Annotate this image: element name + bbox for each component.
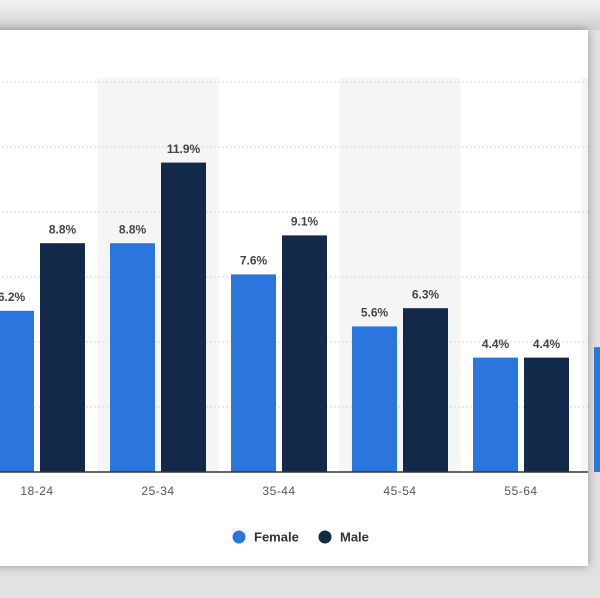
bar: [594, 347, 600, 472]
x-tick-label: 55-64: [504, 484, 537, 498]
value-label: 5.6%: [361, 306, 389, 320]
value-label: 11.9%: [167, 142, 201, 156]
bar: [403, 308, 448, 472]
value-label: 7.6%: [240, 254, 268, 268]
bar: [110, 243, 155, 472]
top-bar: [0, 0, 600, 30]
value-label: 6.3%: [412, 287, 440, 301]
bar: [473, 357, 518, 472]
value-label: 4.4%: [482, 337, 510, 351]
x-tick-label: 25-34: [141, 484, 174, 498]
bar: [524, 357, 569, 472]
legend-swatch: [318, 530, 332, 544]
value-label: 9.1%: [291, 215, 319, 229]
bar: [161, 162, 206, 472]
value-label: 6.2%: [0, 290, 26, 304]
bar: [0, 310, 34, 472]
bar: [352, 326, 397, 472]
bar: [231, 274, 276, 472]
value-label: 4.4%: [533, 337, 561, 351]
legend-label: Male: [340, 529, 369, 544]
bar: [282, 235, 327, 472]
band-shade: [581, 78, 588, 472]
value-label: 8.8%: [119, 222, 147, 236]
x-tick-label: 18-24: [20, 484, 53, 498]
x-tick-label: 35-44: [262, 484, 295, 498]
legend-label: Female: [254, 529, 299, 544]
value-label: 8.8%: [49, 222, 77, 236]
x-tick-label: 45-54: [383, 484, 416, 498]
legend-swatch: [232, 530, 246, 544]
bar: [40, 243, 85, 472]
